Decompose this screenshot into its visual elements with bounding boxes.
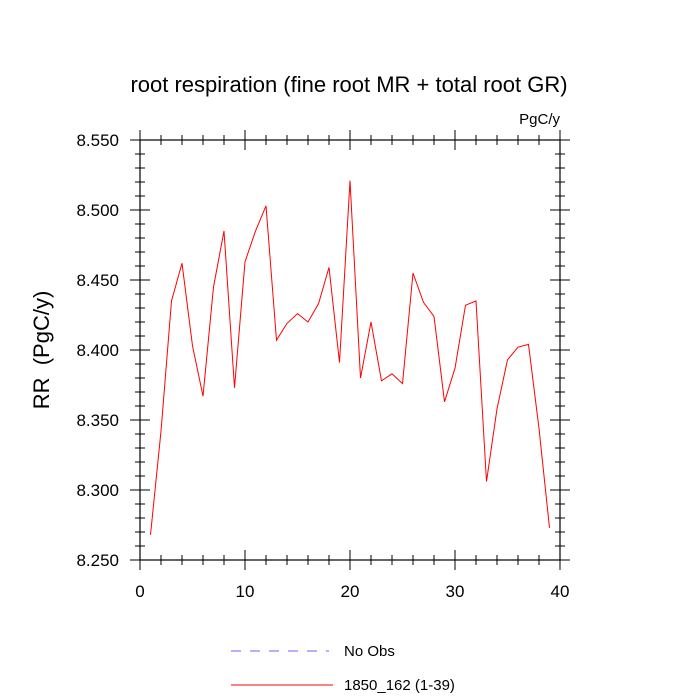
y-tick-label: 8.300	[76, 481, 119, 500]
y-tick-label: 8.450	[76, 271, 119, 290]
axis-ticks	[130, 130, 570, 570]
x-tick-labels: 0 10 20 30 40	[135, 582, 569, 601]
x-tick-label: 30	[446, 582, 465, 601]
y-tick-label: 8.400	[76, 341, 119, 360]
legend: No Obs 1850_162 (1-39)	[231, 643, 455, 694]
y-tick-label: 8.550	[76, 131, 119, 150]
y-axis-label: RR (PgC/y)	[29, 291, 54, 410]
x-tick-label: 20	[341, 582, 360, 601]
x-tick-label: 40	[551, 582, 570, 601]
units-label: PgC/y	[519, 111, 560, 128]
y-tick-label: 8.350	[76, 411, 119, 430]
y-tick-label: 8.250	[76, 551, 119, 570]
y-tick-labels: 8.250 8.300 8.350 8.400 8.450 8.500 8.550	[76, 131, 119, 570]
y-tick-label: 8.500	[76, 201, 119, 220]
legend-label-no-obs: No Obs	[344, 643, 395, 660]
x-tick-label: 0	[135, 582, 144, 601]
chart-title: root respiration (fine root MR + total r…	[130, 72, 567, 97]
x-tick-label: 10	[236, 582, 255, 601]
plot-frame	[139, 139, 561, 561]
series-group	[150, 180, 550, 535]
legend-label-1850-162: 1850_162 (1-39)	[344, 677, 455, 694]
series-line-0	[150, 180, 550, 535]
